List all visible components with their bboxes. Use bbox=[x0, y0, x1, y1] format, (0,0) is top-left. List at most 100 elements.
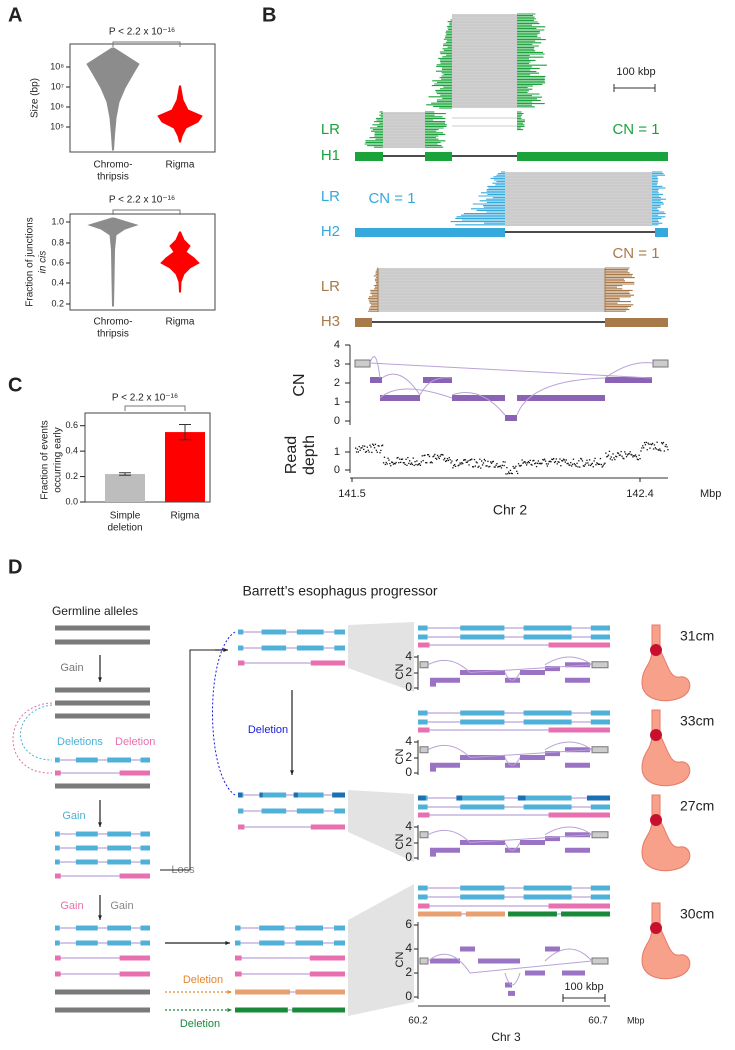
cn-segment bbox=[520, 840, 545, 845]
sample-location: 30cm bbox=[680, 906, 714, 922]
plot-box bbox=[69, 43, 216, 153]
allele-segment bbox=[296, 629, 324, 635]
bracket bbox=[112, 41, 181, 47]
depth-point bbox=[453, 464, 455, 467]
depth-point bbox=[486, 465, 488, 467]
depth-point bbox=[556, 463, 558, 465]
depth-point bbox=[499, 465, 502, 467]
depth-point bbox=[398, 462, 400, 464]
depth-point bbox=[640, 450, 642, 452]
depth-point bbox=[468, 464, 470, 466]
allele-segment bbox=[296, 645, 324, 651]
error-bar bbox=[119, 472, 131, 476]
depth-point bbox=[534, 463, 536, 465]
y-axis-label: occurring early bbox=[53, 427, 64, 493]
allele-segment bbox=[259, 925, 285, 931]
allele-segment bbox=[140, 859, 150, 865]
allele-segment bbox=[107, 859, 131, 865]
x-unit: Mbp bbox=[700, 488, 721, 500]
depth-point bbox=[363, 448, 365, 451]
allele-segment bbox=[259, 792, 263, 798]
depth-point bbox=[497, 466, 499, 468]
depth-point bbox=[509, 469, 512, 472]
stomach bbox=[641, 794, 691, 872]
depth-point bbox=[425, 462, 427, 464]
depth-point bbox=[470, 458, 472, 461]
cn-segment bbox=[460, 840, 505, 845]
depth-point bbox=[599, 457, 602, 460]
depth-point bbox=[540, 463, 542, 465]
track-label: H3 bbox=[321, 313, 340, 330]
y-tick-label: 4 bbox=[405, 819, 412, 833]
depth-point bbox=[455, 460, 458, 462]
depth-point bbox=[421, 455, 423, 457]
depth-point bbox=[380, 449, 382, 452]
y-tick-label: 0.0 bbox=[65, 496, 78, 506]
y-tick-label: 1.0 bbox=[51, 216, 64, 226]
depth-point bbox=[411, 463, 413, 466]
depth-point bbox=[485, 465, 487, 467]
y-axis-label: Size (bp) bbox=[30, 78, 41, 118]
allele-segment bbox=[261, 792, 287, 798]
depth-point bbox=[596, 462, 598, 464]
cn-segment bbox=[460, 670, 505, 675]
depth-point bbox=[621, 455, 623, 457]
depth-point bbox=[489, 465, 491, 468]
allele-segment bbox=[238, 792, 243, 798]
depth-point bbox=[518, 465, 521, 467]
depth-point bbox=[501, 464, 503, 467]
biopsy-site bbox=[650, 729, 662, 741]
zoom-funnel bbox=[348, 622, 414, 692]
allele-segment bbox=[259, 940, 285, 946]
depth-point bbox=[391, 461, 394, 464]
depth-point bbox=[535, 465, 538, 468]
depth-point bbox=[373, 447, 376, 449]
y-tick-label: 4 bbox=[405, 941, 412, 955]
depth-point bbox=[365, 450, 368, 453]
depth-point bbox=[457, 465, 459, 467]
x-tick-label: 142.4 bbox=[626, 488, 654, 500]
sample-location: 31cm bbox=[680, 628, 714, 644]
depth-point bbox=[475, 461, 477, 463]
cn-box bbox=[419, 661, 429, 669]
depth-point bbox=[523, 461, 525, 463]
depth-point bbox=[477, 466, 479, 468]
depth-point bbox=[643, 441, 646, 444]
label: thripsis bbox=[97, 172, 129, 183]
depth-point bbox=[626, 454, 629, 456]
depth-point bbox=[614, 458, 616, 461]
depth-point bbox=[375, 449, 377, 452]
depth-point bbox=[598, 463, 601, 465]
x-tick-label: 60.2 bbox=[408, 1016, 428, 1027]
y-tick-label: 0.4 bbox=[65, 446, 78, 456]
depth-point bbox=[458, 464, 460, 466]
allele-segment bbox=[55, 687, 150, 693]
depth-point bbox=[553, 457, 555, 460]
depth-point bbox=[463, 459, 465, 461]
depth-point bbox=[414, 461, 416, 463]
haplotype-segment bbox=[355, 318, 372, 327]
allele-segment bbox=[460, 894, 505, 900]
depth-point bbox=[511, 472, 513, 475]
allele-segment bbox=[235, 925, 241, 931]
y-tick-label: 0.4 bbox=[51, 277, 64, 287]
allele-segment bbox=[590, 719, 610, 725]
depth-point bbox=[491, 461, 494, 463]
depth-point bbox=[536, 462, 539, 464]
stomach bbox=[641, 902, 691, 980]
depth-point bbox=[646, 449, 648, 451]
y-tick-label: 2 bbox=[405, 965, 412, 979]
depth-point bbox=[605, 452, 607, 454]
depth-point bbox=[472, 466, 475, 468]
y-tick-label: 4 bbox=[405, 734, 412, 748]
depth-point bbox=[616, 452, 619, 454]
depth-point bbox=[408, 462, 410, 465]
depth-point bbox=[410, 462, 413, 464]
allele-segment bbox=[418, 911, 462, 917]
depth-point bbox=[548, 461, 550, 463]
cn-segment bbox=[520, 755, 545, 760]
depth-point bbox=[632, 456, 634, 458]
depth-point bbox=[516, 470, 518, 472]
depth-point bbox=[635, 456, 638, 458]
allele-segment bbox=[465, 911, 505, 917]
